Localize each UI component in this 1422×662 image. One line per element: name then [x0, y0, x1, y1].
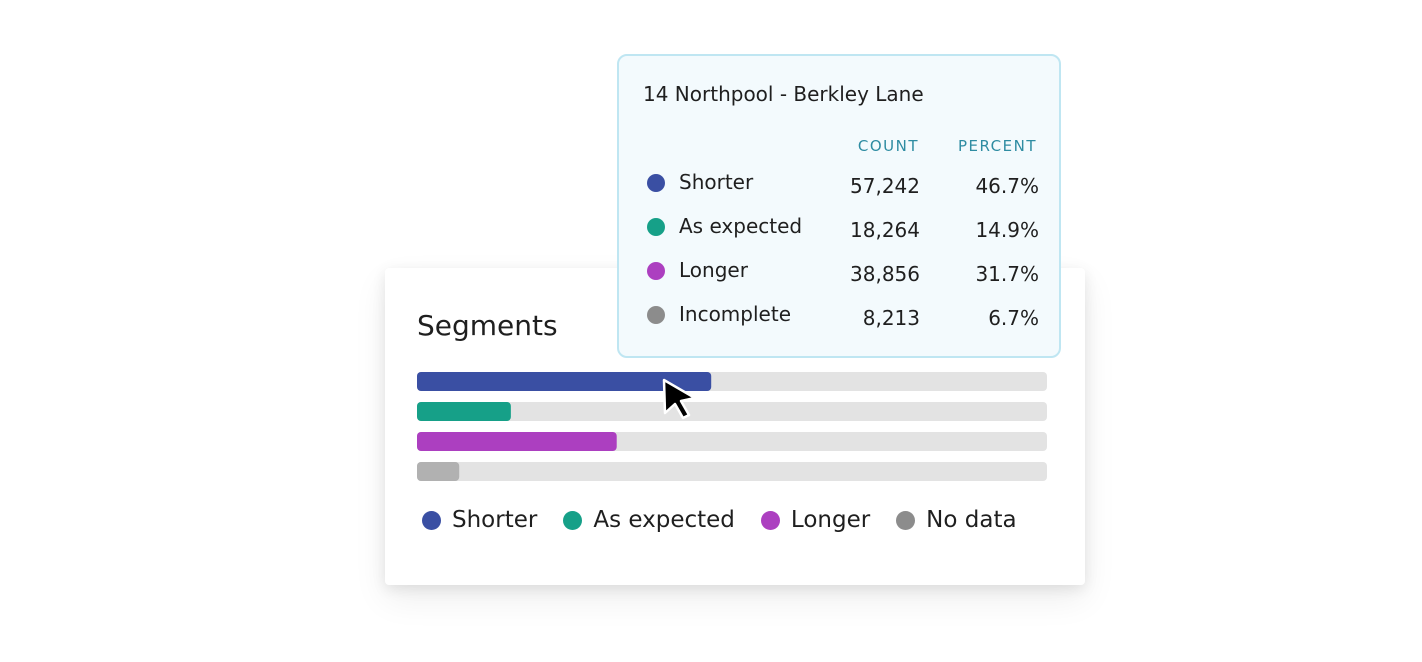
tooltip-rows: Shorter 57,242 46.7% As expected 18,264 … — [647, 164, 1039, 340]
tooltip-row-label: Incomplete — [679, 302, 791, 326]
tooltip-row-count: 18,264 — [850, 218, 920, 242]
legend-label: Shorter — [452, 507, 538, 533]
legend-label: As expected — [593, 507, 735, 533]
bar-track — [417, 462, 1047, 481]
tooltip-row-count: 57,242 — [850, 174, 920, 198]
legend-item-no-data[interactable]: No data — [896, 505, 1017, 535]
legend-item-longer[interactable]: Longer — [760, 505, 871, 535]
tooltip-row-percent: 6.7% — [988, 306, 1039, 330]
legend-swatch — [563, 510, 583, 530]
legend-swatch — [422, 510, 441, 530]
legend-label: Longer — [790, 507, 871, 533]
legend-item-shorter[interactable]: Shorter — [422, 505, 537, 535]
chart-title: Segments — [417, 309, 558, 342]
tooltip-row-shorter: Shorter 57,242 46.7% — [647, 164, 1039, 208]
tooltip-percent-header: PERCENT — [957, 137, 1037, 155]
hover-tooltip: 14 Northpool - Berkley Lane COUNT PERCEN… — [617, 54, 1061, 358]
legend-swatch — [896, 510, 916, 530]
tooltip-row-percent: 46.7% — [975, 174, 1039, 198]
tooltip-count-header: COUNT — [857, 137, 919, 155]
legend-label: No data — [926, 507, 1017, 533]
bar-shorter[interactable] — [417, 372, 712, 391]
tooltip-row-as-expected: As expected 18,264 14.9% — [647, 208, 1039, 252]
bar-track — [417, 402, 1047, 421]
arrow-pointer-icon — [662, 378, 697, 420]
tooltip-row-percent: 14.9% — [975, 218, 1039, 242]
legend-item-as-expected[interactable]: As expected — [563, 505, 735, 535]
bar-no-data[interactable] — [417, 462, 460, 481]
tooltip-swatch — [647, 262, 665, 280]
tooltip-row-percent: 31.7% — [975, 262, 1039, 286]
tooltip-row-label: As expected — [679, 214, 803, 238]
tooltip-row-count: 38,856 — [850, 262, 920, 286]
chart-legend: Shorter As expected Longer No data — [422, 505, 1017, 535]
bar-as-expected[interactable] — [417, 402, 511, 421]
tooltip-row-incomplete: Incomplete 8,213 6.7% — [647, 296, 1039, 340]
tooltip-row-label: Shorter — [679, 170, 754, 194]
tooltip-title: 14 Northpool - Berkley Lane — [643, 82, 924, 106]
legend-swatch — [760, 510, 780, 530]
tooltip-row-label: Longer — [679, 258, 748, 282]
tooltip-row-longer: Longer 38,856 31.7% — [647, 252, 1039, 296]
segments-bar-chart — [417, 372, 1047, 481]
tooltip-swatch — [647, 218, 665, 236]
bar-longer[interactable] — [417, 432, 617, 451]
tooltip-swatch — [647, 174, 665, 192]
tooltip-swatch — [647, 306, 665, 324]
tooltip-row-count: 8,213 — [862, 306, 920, 330]
